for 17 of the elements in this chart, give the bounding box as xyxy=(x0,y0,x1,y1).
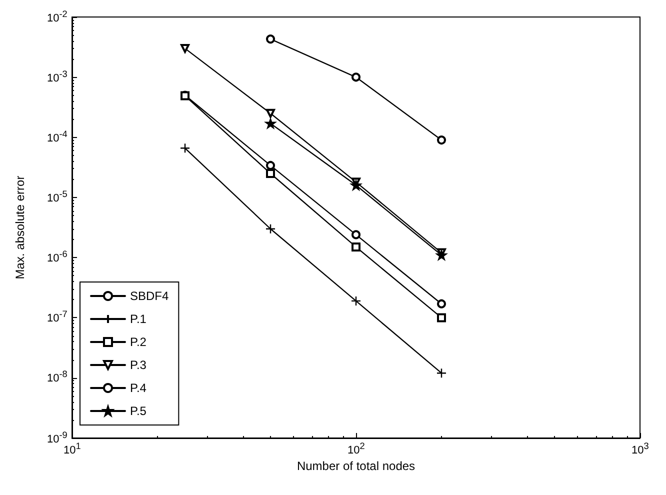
y-tick-label: 10$^{-3}$ xyxy=(47,68,68,84)
y-tick-label: 10$^{-4}$ xyxy=(47,128,68,144)
y-tick-label: 10$^{-7}$ xyxy=(47,309,68,325)
x-tick-label: 10$^{3}$ xyxy=(632,441,649,457)
legend-label: SBDF4 xyxy=(130,289,170,303)
y-tick-label: 10$^{-8}$ xyxy=(47,369,68,385)
x-tick-label: 10$^{2}$ xyxy=(348,441,365,457)
y-axis-title: Max. absolute error xyxy=(13,176,27,280)
legend-label: P.5 xyxy=(130,404,147,418)
y-tick-label: 10$^{-5}$ xyxy=(47,188,68,205)
legend-label: P.2 xyxy=(130,335,147,349)
y-tick-label: 10$^{-6}$ xyxy=(47,249,68,265)
legend-label: P.3 xyxy=(130,358,147,372)
x-axis-title: Number of total nodes xyxy=(296,459,416,473)
y-tick-label: 10$^{-2}$ xyxy=(47,8,68,24)
legend-label: P.4 xyxy=(130,381,147,395)
legend-label: P.1 xyxy=(130,312,147,326)
